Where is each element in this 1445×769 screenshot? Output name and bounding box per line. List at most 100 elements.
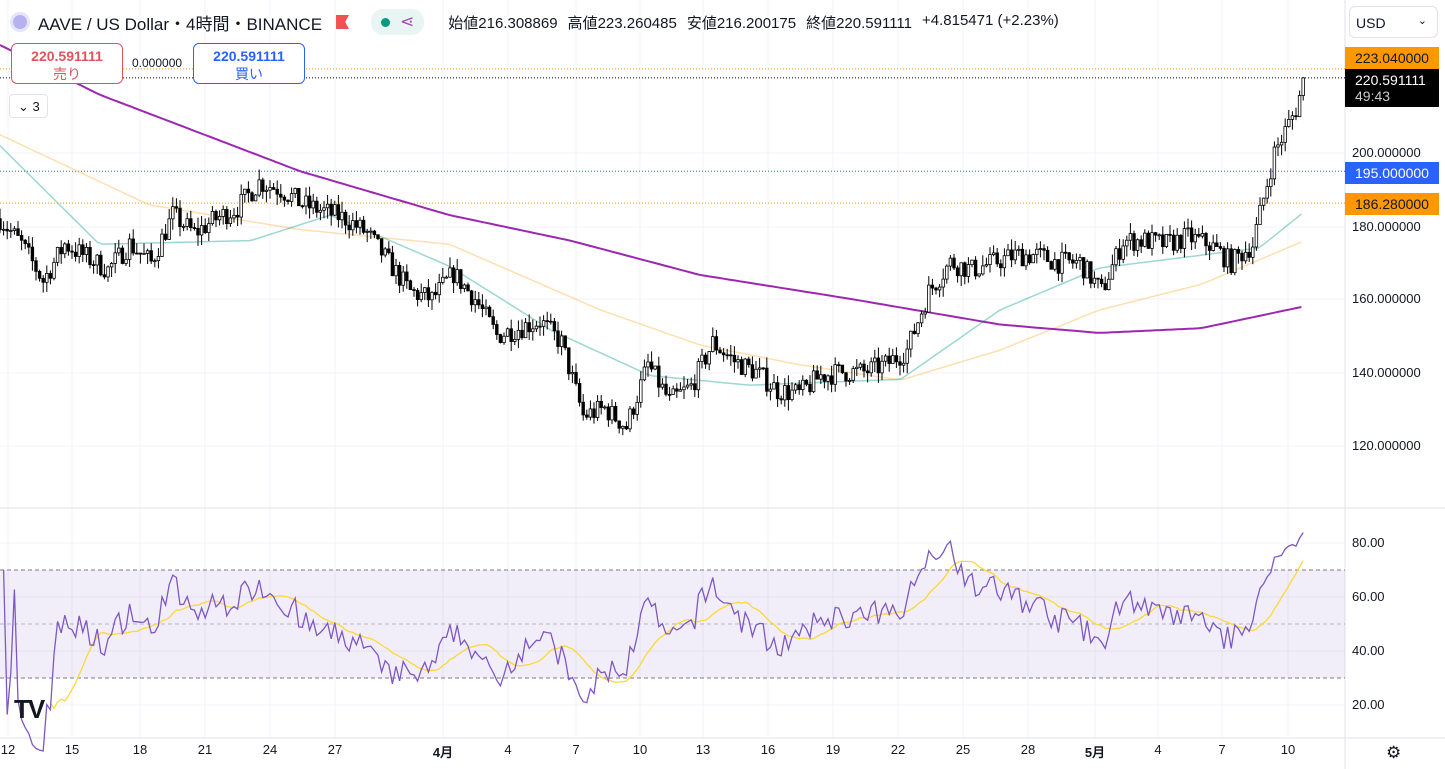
candle-body	[714, 336, 719, 351]
candle-body	[768, 388, 773, 392]
candle-body	[462, 284, 467, 289]
candle-body	[333, 204, 337, 216]
candle-body	[1128, 233, 1133, 241]
time-tick: 5月	[1084, 745, 1106, 760]
candle-body	[577, 383, 582, 403]
candle-body	[19, 235, 24, 241]
time-tick: 15	[64, 742, 80, 757]
candle-body	[988, 254, 992, 265]
indicators-collapse-button[interactable]: ⌄ 3	[9, 94, 48, 118]
candle-body	[1229, 248, 1233, 274]
candle-body	[343, 211, 348, 226]
candle-body	[307, 195, 312, 209]
ohlc-values: 始値216.308869 高値223.260485 安値216.200175 終…	[448, 12, 1059, 33]
candle-body	[898, 361, 902, 366]
candle-body	[1009, 249, 1014, 261]
time-tick: 7	[1218, 742, 1226, 757]
candle-body	[318, 209, 323, 213]
candle-body	[621, 426, 625, 429]
candle-body	[203, 225, 207, 233]
candle-body	[426, 287, 431, 301]
candle-body	[1027, 254, 1032, 264]
candle-body	[379, 238, 384, 256]
sell-button[interactable]: 220.591111 売り	[11, 43, 123, 84]
candle-body	[9, 230, 13, 232]
candle-body	[955, 267, 960, 277]
candle-body	[433, 291, 438, 296]
candle-body	[1236, 249, 1241, 254]
candle-body	[1297, 95, 1302, 118]
candle-body	[1042, 248, 1046, 251]
bar-countdown: 49:43	[1355, 88, 1391, 104]
candle-body	[880, 360, 884, 374]
candle-body	[855, 366, 859, 370]
candle-body	[1063, 251, 1068, 254]
candle-body	[41, 277, 45, 283]
candle-body	[243, 188, 247, 195]
candle-body	[603, 406, 607, 409]
currency-select[interactable]: USD ⌄	[1349, 6, 1438, 38]
symbol-header: AAVE / US Dollar・4時間・BINANCE ⋖ 始値216.308…	[10, 9, 1059, 35]
candle-body	[1215, 242, 1219, 247]
candle-body	[1233, 249, 1237, 274]
buy-label: 買い	[235, 66, 263, 82]
candle-body	[1153, 232, 1158, 236]
candle-body	[477, 299, 481, 306]
candle-body	[131, 238, 135, 254]
close-value: 220.591111	[836, 14, 913, 32]
tradingview-logo[interactable]: TV	[14, 694, 45, 724]
candle-body	[347, 224, 351, 231]
chevron-down-icon: ⌄	[18, 99, 29, 114]
candle-body	[408, 280, 413, 290]
open-value: 216.308869	[478, 14, 558, 32]
candle-body	[99, 254, 103, 276]
candle-body	[653, 365, 657, 370]
candle-body	[70, 250, 74, 253]
candle-body	[383, 248, 387, 256]
candle-body	[822, 374, 827, 382]
candle-body	[1207, 245, 1212, 251]
candle-body	[451, 267, 456, 284]
candle-body	[12, 228, 17, 231]
candle-body	[1171, 234, 1176, 251]
sell-price: 220.591111	[31, 48, 103, 64]
candle-body	[696, 361, 701, 391]
candle-body	[304, 195, 308, 207]
time-tick: 10	[1280, 742, 1296, 757]
candle-body	[113, 252, 117, 264]
candle-body	[667, 393, 672, 396]
candle-body	[1243, 251, 1248, 262]
candle-body	[815, 370, 819, 380]
candle-body	[1290, 115, 1295, 120]
candle-body	[523, 322, 528, 339]
candle-body	[221, 209, 225, 217]
time-tick: 13	[695, 742, 711, 757]
price-tick: 160.000000	[1352, 291, 1421, 306]
candle-body	[282, 196, 287, 201]
candle-body	[1038, 248, 1043, 250]
candle-body	[228, 217, 233, 225]
candle-body	[1081, 257, 1086, 279]
settings-gear-icon[interactable]: ⚙	[1386, 743, 1402, 762]
candle-body	[181, 226, 186, 228]
candle-body	[585, 414, 589, 418]
candle-body	[1247, 251, 1251, 258]
buy-button[interactable]: 220.591111 買い	[193, 43, 305, 84]
candle-body	[394, 265, 398, 277]
candle-body	[369, 230, 373, 233]
candle-body	[732, 354, 737, 363]
candle-body	[1150, 232, 1154, 249]
candle-body	[498, 334, 503, 343]
candle-body	[487, 306, 492, 318]
candle-body	[1049, 261, 1053, 270]
candle-body	[1056, 259, 1061, 274]
symbol-title[interactable]: AAVE / US Dollar・4時間・BINANCE	[38, 14, 323, 34]
candle-body	[793, 384, 798, 391]
status-pill[interactable]: ⋖	[371, 9, 425, 35]
candle-body	[1006, 249, 1010, 257]
candle-body	[1146, 232, 1151, 249]
candle-body	[1060, 251, 1064, 274]
candle-body	[81, 244, 85, 255]
flag-icon[interactable]	[336, 15, 350, 29]
